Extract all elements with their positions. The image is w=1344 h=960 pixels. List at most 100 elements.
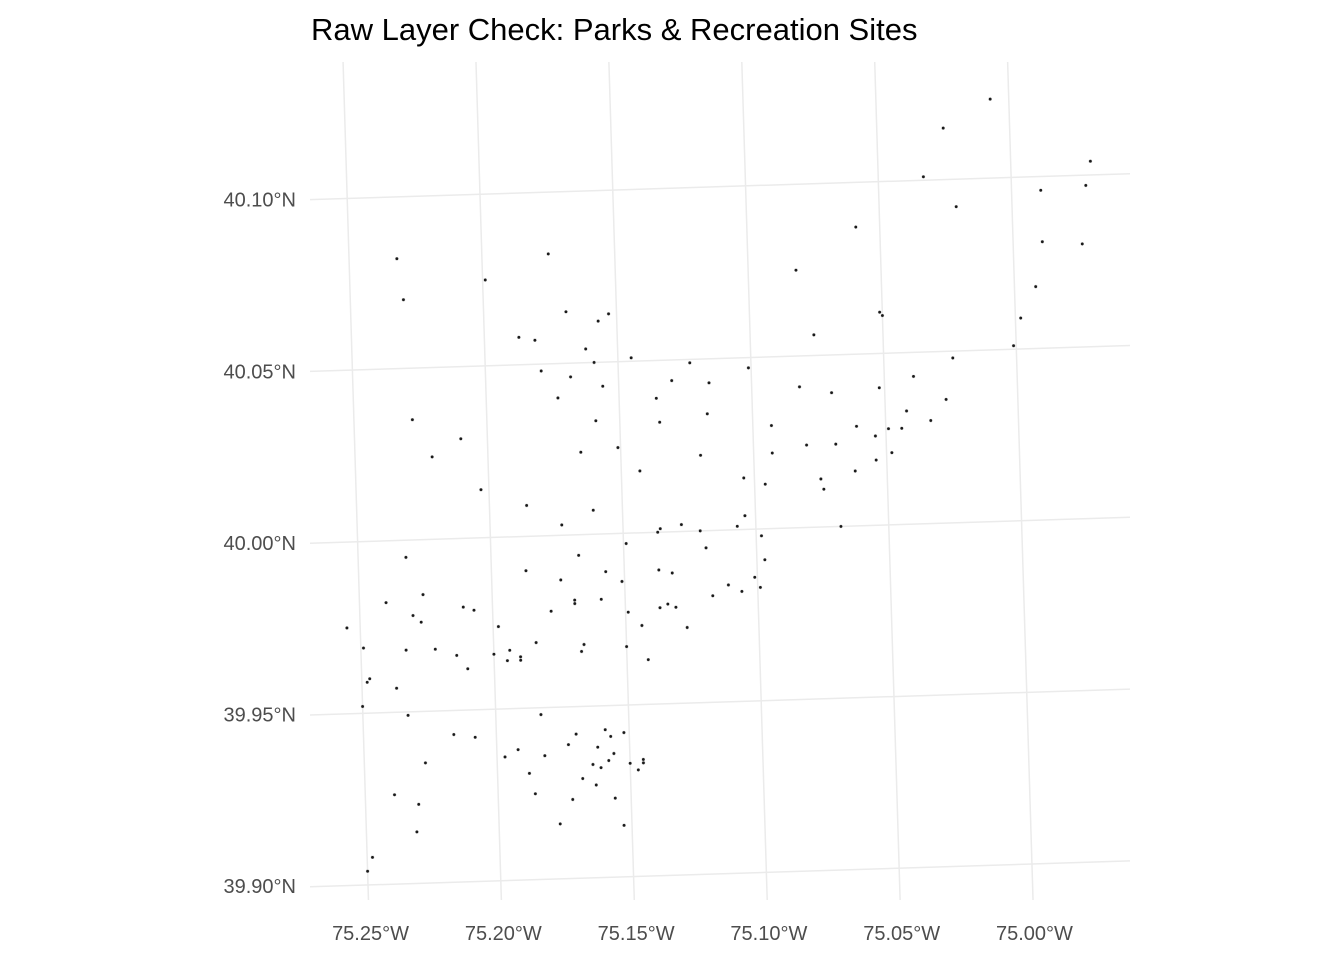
site-point [365, 680, 370, 685]
site-point [950, 356, 955, 360]
points [345, 97, 1093, 874]
site-point [1018, 316, 1023, 320]
site-point [524, 503, 529, 508]
site-point [622, 730, 626, 735]
site-point [421, 592, 425, 597]
grid-line [310, 688, 1130, 716]
site-point [516, 747, 520, 752]
site-point [411, 613, 415, 618]
site-point [759, 533, 764, 538]
site-point [507, 648, 512, 653]
y-tick-label: 40.05°N [224, 361, 297, 383]
site-point [579, 649, 584, 654]
site-point [853, 225, 858, 229]
grid-line [741, 62, 768, 900]
site-point [518, 658, 523, 663]
site-point [583, 347, 588, 351]
site-point [735, 524, 740, 529]
site-point [804, 443, 809, 447]
site-point [582, 642, 586, 647]
site-point [603, 727, 608, 732]
site-point [752, 575, 757, 580]
site-point [600, 384, 605, 389]
tick-labels: 39.90°N 39.95°N 40.00°N 40.05°N 40.10°N 75.25… [224, 190, 1074, 945]
site-point [626, 610, 631, 615]
site-point [384, 600, 388, 605]
site-point [596, 319, 601, 323]
site-point [423, 761, 428, 765]
site-point [576, 553, 581, 558]
site-point [524, 568, 528, 573]
site-point [886, 426, 891, 431]
site-point [591, 762, 595, 767]
site-point [877, 310, 882, 315]
site-point [527, 771, 532, 776]
grid-line [342, 62, 370, 900]
site-point [472, 608, 476, 613]
site-point [433, 647, 438, 652]
site-point [505, 658, 510, 663]
site-point [687, 360, 692, 365]
site-point [833, 442, 838, 447]
site-point [365, 869, 370, 874]
site-point [873, 434, 878, 438]
site-point [404, 555, 408, 560]
site-point [704, 545, 708, 550]
site-point [698, 528, 703, 533]
site-point [769, 423, 774, 428]
site-point [518, 654, 523, 659]
site-point [874, 458, 879, 462]
site-point [578, 450, 583, 455]
grid-line [310, 344, 1130, 373]
x-tick-label: 75.15°W [598, 923, 675, 945]
site-point [608, 734, 613, 739]
site-point [665, 602, 670, 606]
y-tick-label: 40.00°N [224, 533, 297, 555]
site-point [461, 605, 466, 609]
site-point [394, 686, 399, 691]
grid-line [310, 516, 1130, 544]
site-point [566, 742, 571, 747]
grid-line [310, 860, 1130, 888]
site-point [853, 469, 858, 473]
site-point [655, 530, 660, 535]
site-point [889, 450, 894, 455]
site-point [556, 396, 560, 400]
site-point [658, 605, 662, 610]
site-point [594, 783, 599, 787]
site-point [829, 390, 834, 395]
site-point [743, 513, 747, 518]
site-point [1038, 188, 1043, 193]
site-point [758, 585, 763, 590]
site-point [746, 365, 751, 370]
site-point [559, 523, 564, 527]
site-point [568, 375, 573, 379]
site-point [899, 426, 904, 431]
site-point [599, 765, 603, 770]
site-point [641, 760, 646, 765]
site-point [465, 666, 470, 671]
site-point [454, 653, 459, 658]
y-tick-label: 39.90°N [224, 876, 297, 898]
graticule [310, 62, 1130, 900]
x-tick-label: 75.20°W [465, 923, 542, 945]
grid-line [873, 62, 901, 900]
site-point [839, 524, 843, 529]
site-point [1011, 343, 1016, 348]
site-point [574, 732, 579, 736]
site-point [707, 380, 711, 385]
site-point [762, 557, 767, 562]
site-point [928, 418, 933, 423]
site-point [592, 360, 596, 365]
site-point [419, 620, 424, 625]
site-point [620, 579, 624, 584]
site-point [404, 648, 408, 653]
site-point [641, 757, 646, 762]
site-point [657, 420, 662, 425]
site-point [572, 601, 577, 606]
site-point [542, 753, 547, 758]
grid-line [310, 172, 1130, 201]
site-point [821, 487, 826, 492]
site-point [669, 378, 674, 383]
